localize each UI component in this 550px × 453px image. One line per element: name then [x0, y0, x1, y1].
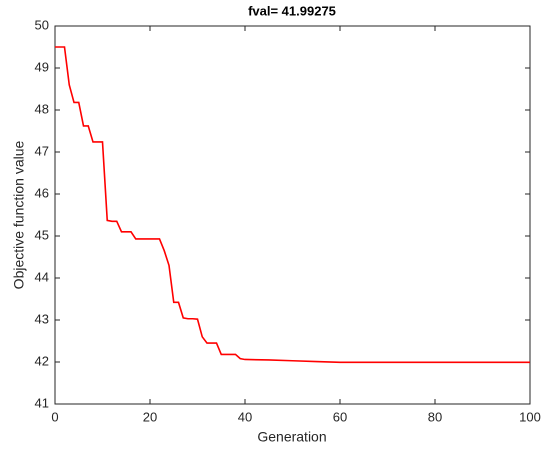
x-tick-label: 40	[238, 409, 252, 424]
y-tick-label: 41	[35, 395, 49, 410]
y-tick-label: 49	[35, 59, 49, 74]
x-tick-label: 20	[143, 409, 157, 424]
y-tick-label: 47	[35, 143, 49, 158]
chart-title: fval= 41.99275	[248, 3, 336, 18]
y-tick-label: 48	[35, 101, 49, 116]
y-tick-label: 45	[35, 227, 49, 242]
x-axis-label: Generation	[257, 429, 326, 445]
y-tick-label: 44	[35, 269, 49, 284]
y-axis-label: Objective function value	[11, 140, 27, 289]
y-tick-label: 42	[35, 353, 49, 368]
x-tick-label: 0	[51, 409, 58, 424]
y-tick-label: 50	[35, 17, 49, 32]
y-tick-label: 46	[35, 185, 49, 200]
plot-frame	[54, 25, 531, 405]
x-tick-label: 60	[333, 409, 347, 424]
y-tick-label: 43	[35, 311, 49, 326]
x-tick-label: 100	[519, 409, 541, 424]
x-tick-label: 80	[428, 409, 442, 424]
series-line	[55, 46, 530, 364]
